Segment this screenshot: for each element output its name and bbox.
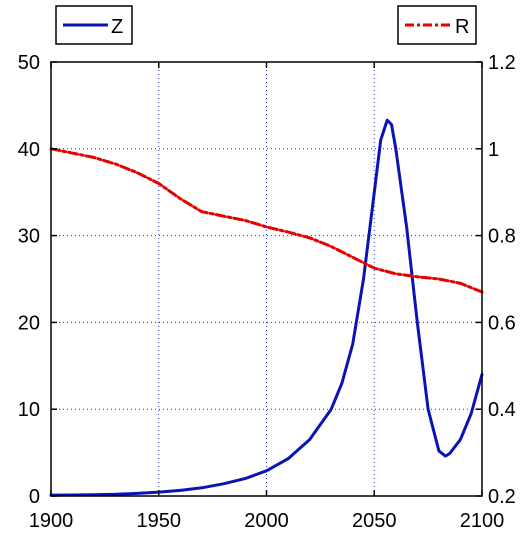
y-left-tick-label: 0	[29, 486, 40, 508]
y-left-tick-label: 50	[18, 52, 40, 74]
y-right-tick-label: 1	[488, 139, 499, 161]
y-right-tick-label: 0.6	[488, 312, 516, 334]
x-axis: 1900 1950 2000 2050 2100	[29, 62, 505, 532]
x-tick-label: 1900	[29, 510, 74, 532]
x-tick-label: 1950	[137, 510, 182, 532]
y-left-tick-label: 30	[18, 226, 40, 248]
x-tick-label: 2100	[460, 510, 505, 532]
legend-z: Z	[55, 5, 133, 45]
legend-r-label: R	[455, 16, 469, 38]
x-tick-label: 2000	[244, 510, 289, 532]
y-left-tick-label: 40	[18, 139, 40, 161]
y-left-tick-label: 20	[18, 312, 40, 334]
y-right-tick-label: 1.2	[488, 52, 516, 74]
y-right-tick-label: 0.4	[488, 399, 516, 421]
legend-z-label: Z	[111, 16, 123, 38]
x-tick-label: 2050	[352, 510, 397, 532]
y-axis-left: 0 10 20 30 40 50	[18, 52, 57, 508]
series-line-r	[49, 147, 484, 294]
y-right-tick-label: 0.2	[488, 486, 516, 508]
y-right-tick-label: 0.8	[488, 226, 516, 248]
gridlines	[51, 62, 482, 496]
y-left-tick-label: 10	[18, 399, 40, 421]
y-axis-right: 0.2 0.4 0.6 0.8 1 1.2	[476, 52, 516, 508]
legend-r: R	[397, 5, 477, 45]
